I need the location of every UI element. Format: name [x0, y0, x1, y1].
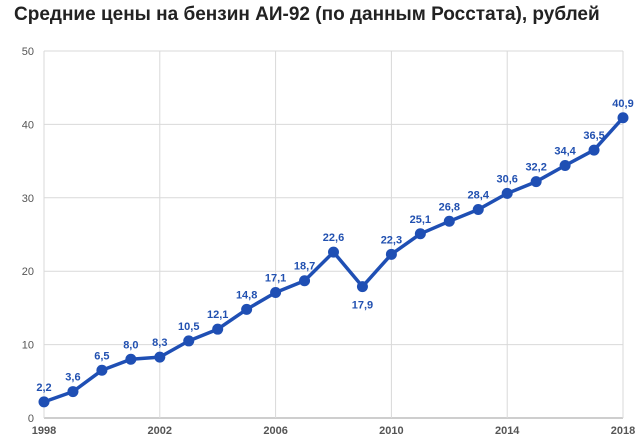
data-label: 17,1: [265, 272, 286, 284]
data-label: 36,5: [583, 130, 604, 142]
data-label: 26,8: [439, 201, 460, 213]
data-label: 3,6: [65, 372, 80, 384]
y-tick-label: 0: [28, 413, 34, 425]
x-tick-label: 2014: [495, 425, 520, 437]
data-label: 8,3: [152, 337, 167, 349]
data-label: 14,8: [236, 289, 257, 301]
data-label: 22,6: [323, 232, 344, 244]
marker-layer: [38, 112, 629, 408]
x-tick-label: 2006: [263, 425, 287, 437]
data-point: [472, 204, 484, 216]
data-point: [501, 187, 513, 199]
data-label: 6,5: [94, 350, 109, 362]
data-point: [154, 351, 166, 363]
data-point: [125, 353, 137, 365]
data-point: [385, 248, 397, 260]
x-tick-label: 2002: [148, 425, 172, 437]
data-point: [299, 275, 311, 287]
data-point: [270, 286, 282, 298]
data-point: [414, 228, 426, 240]
data-point: [241, 303, 253, 315]
data-label: 10,5: [178, 321, 199, 333]
data-label: 34,4: [554, 146, 576, 158]
x-tick-label: 2018: [611, 425, 635, 437]
data-label-layer: 2,2 3,6 6,5 8,0 8,3 10,5 12,1 14,8 17,1 18,7 22,6 1…: [36, 98, 633, 394]
data-label: 40,9: [612, 98, 633, 110]
data-label: 12,1: [207, 309, 228, 321]
data-point: [617, 112, 629, 124]
data-label: 25,1: [410, 214, 431, 226]
data-label: 17,9: [352, 300, 373, 312]
data-point: [96, 364, 108, 376]
data-label: 28,4: [468, 190, 490, 202]
data-point: [67, 386, 79, 398]
data-point: [588, 144, 600, 156]
data-label: 8,0: [123, 339, 138, 351]
data-point: [559, 160, 571, 172]
x-tick-label: 1998: [32, 425, 56, 437]
data-point: [328, 246, 339, 258]
x-tick-label: 2010: [379, 425, 403, 437]
data-point: [38, 396, 50, 408]
grid-layer: [43, 50, 624, 419]
data-label: 2,2: [36, 382, 51, 394]
data-point: [183, 335, 195, 347]
data-point: [530, 176, 542, 188]
data-label: 18,7: [294, 261, 315, 273]
axis-layer: 0 10 20 30 40 50 1998 2002 2006 2010 2014 2018: [22, 46, 635, 437]
y-tick-label: 50: [22, 46, 34, 58]
y-tick-label: 30: [22, 193, 34, 205]
y-tick-label: 40: [22, 119, 34, 131]
chart-title: Средние цены на бензин АИ-92 (по данным …: [14, 4, 600, 25]
y-tick-label: 10: [22, 340, 34, 352]
data-label: 22,3: [381, 234, 402, 246]
y-tick-label: 20: [22, 266, 34, 278]
data-point: [443, 215, 455, 227]
data-label: 30,6: [496, 173, 517, 185]
data-point: [212, 323, 224, 335]
data-label: 32,2: [525, 162, 546, 174]
data-point: [356, 281, 368, 293]
